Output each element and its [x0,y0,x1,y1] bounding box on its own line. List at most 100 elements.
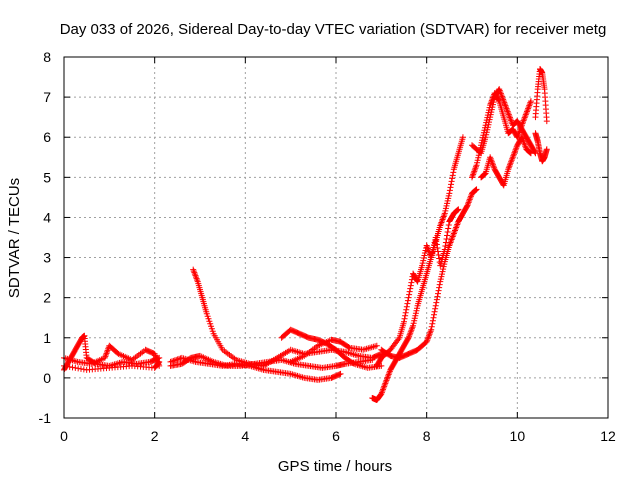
data-point [428,326,435,333]
data-point-fill [441,261,448,268]
data-point-fill [445,225,452,232]
data-point-fill [429,247,436,254]
data-point [428,254,435,261]
data-point-fill [176,355,183,362]
data-point-fill [408,279,415,286]
data-point-fill [411,315,418,322]
data-point-fill [428,323,435,330]
data-point [405,294,412,301]
data-point-fill [410,320,417,327]
data-point-fill [491,96,498,103]
data-point-fill [429,249,436,256]
y-tick-label: 3 [43,250,51,266]
data-point-fill [432,237,439,244]
data-point-fill [483,129,490,136]
data-point-fill [204,313,211,320]
data-point-fill [432,305,439,312]
series-11 [373,206,462,369]
data-point [432,302,439,309]
data-point-fill [433,299,440,306]
data-point-fill [404,297,411,304]
data-point-fill [407,282,414,289]
data-point-fill [421,252,428,259]
data-point [156,358,163,365]
series-17 [532,130,550,165]
data-point-fill [420,257,427,264]
series-1 [61,332,163,373]
data-point-fill [403,303,410,310]
data-point-fill [482,170,489,177]
data-point-fill [350,360,356,367]
y-tick-label: 6 [43,129,51,145]
data-point-fill [430,314,437,321]
data-point-fill [436,281,443,288]
data-point-fill [411,317,418,324]
data-point-fill [412,312,419,319]
data-point-fill [78,365,84,372]
data-point-fill [433,238,440,245]
data-point-fill [437,276,444,283]
data-point-fill [442,205,449,212]
data-point [441,210,448,217]
data-point-fill [428,252,435,259]
data-point-fill [406,291,413,298]
data-point [459,134,466,141]
data-point-fill [436,255,443,262]
data-point-fill [445,195,452,202]
y-tick-label: 2 [43,290,51,306]
data-point [527,150,534,157]
data-point [543,118,550,125]
data-point [446,190,453,197]
data-point-fill [463,203,470,210]
data-point [337,370,344,377]
data-point [203,310,210,317]
data-point-fill [75,365,82,372]
data-point-fill [435,248,441,255]
data-point-fill [402,312,409,319]
y-tick-label: 4 [43,209,51,225]
data-point-fill [205,315,212,322]
series-6 [190,266,267,369]
x-axis-title: GPS time / hours [278,458,392,475]
data-point-fill [527,149,534,156]
data-point-fill [438,273,445,280]
data-point-fill [447,184,454,191]
data-point [527,98,534,105]
data-point-fill [500,181,507,188]
data-point-fill [429,317,436,324]
data-point [543,146,550,153]
x-tick-label: 8 [423,428,431,444]
data-point-fill [446,187,453,194]
data-point-fill [434,293,441,300]
y-tick-label: 8 [43,49,51,65]
data-point-fill [403,306,410,313]
data-point-fill [155,359,162,366]
data-point-fill [433,241,440,248]
data-point-fill [443,236,450,243]
data-point-fill [174,356,181,363]
data-point-fill [489,104,496,111]
data-point-fill [488,109,495,116]
data-point-fill [206,318,213,325]
data-point-fill [69,364,76,371]
data-point-fill [444,200,451,207]
data-point [410,322,417,329]
data-point-fill [80,366,87,373]
data-point-fill [430,244,437,251]
data-point [473,162,480,169]
y-tick-label: 5 [43,169,51,185]
data-point-fill [440,263,447,270]
plot-frame [63,56,609,419]
data-point-fill [443,202,450,209]
data-point [473,186,480,193]
data-point-fill [449,175,456,182]
data-point-fill [474,159,481,166]
series-14 [469,86,539,157]
data-point-fill [444,197,451,204]
data-point-fill [435,287,442,294]
data-point-fill [484,126,491,133]
data-point [482,134,489,141]
data-point-fill [531,149,538,156]
